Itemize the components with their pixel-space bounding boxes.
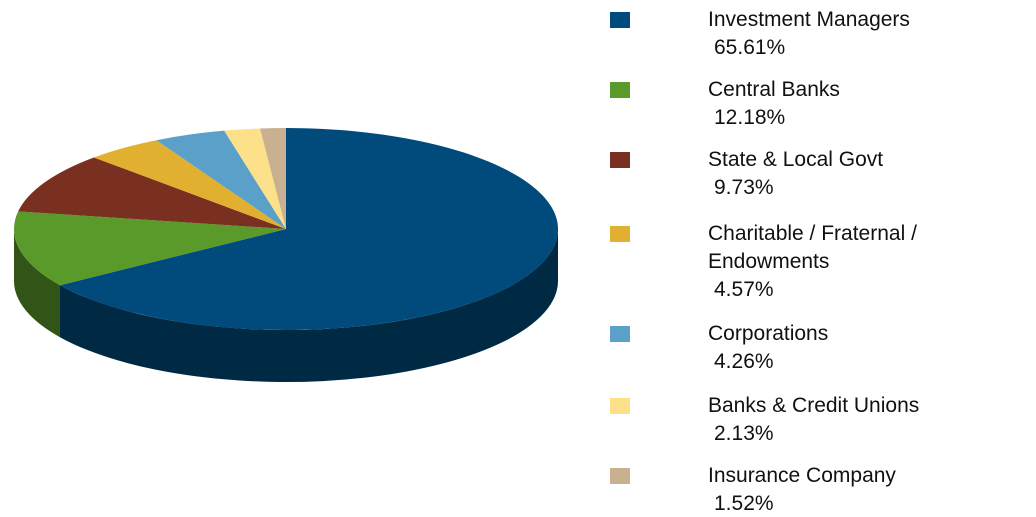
- legend-swatch: [610, 82, 630, 98]
- pie-slice: [18, 157, 287, 229]
- value-label: 1.52%: [714, 492, 774, 515]
- value-label: 9.73%: [714, 176, 774, 199]
- pie-slice: [93, 140, 286, 229]
- legend-swatch: [610, 152, 630, 168]
- pie-slice-side: [59, 229, 558, 382]
- legend-label: Charitable / Fraternal / Endowments: [708, 222, 917, 273]
- value-label: 4.57%: [714, 278, 774, 301]
- pie-chart: [13, 128, 559, 382]
- legend-label: Insurance Company: [708, 464, 896, 487]
- value-label: 2.13%: [714, 422, 774, 445]
- legend-label: Investment Managers: [708, 8, 910, 31]
- legend-text: Corporations 4.26%: [708, 320, 1033, 376]
- value-label: 12.18%: [714, 106, 786, 129]
- legend-text: Insurance Company 1.52%: [708, 462, 1033, 517]
- legend-label: Banks & Credit Unions: [708, 394, 920, 417]
- legend-label: State & Local Govt: [708, 148, 884, 171]
- pie-slice: [59, 128, 559, 330]
- legend-text: Central Banks 12.18%: [708, 76, 1033, 132]
- pie-slice: [13, 211, 286, 286]
- legend-swatch: [610, 12, 630, 28]
- legend-text: Investment Managers 65.61%: [708, 6, 1033, 62]
- legend-text: Banks & Credit Unions 2.13%: [708, 392, 1033, 448]
- legend-text: State & Local Govt 9.73%: [708, 146, 1033, 202]
- legend-swatch: [610, 226, 630, 242]
- value-label: 65.61%: [714, 36, 786, 59]
- legend-label: Central Banks: [708, 78, 840, 101]
- value-label: 4.26%: [714, 350, 774, 373]
- pie-slice: [260, 128, 286, 229]
- legend-text: Charitable / Fraternal / Endowments 4.57%: [708, 220, 1033, 304]
- pie-slice-side: [14, 229, 60, 338]
- legend-label: Corporations: [708, 322, 829, 345]
- legend-swatch: [610, 326, 630, 342]
- pie-slice: [156, 130, 286, 229]
- pie-slice: [224, 128, 286, 229]
- legend-swatch: [610, 468, 630, 484]
- legend-swatch: [610, 398, 630, 414]
